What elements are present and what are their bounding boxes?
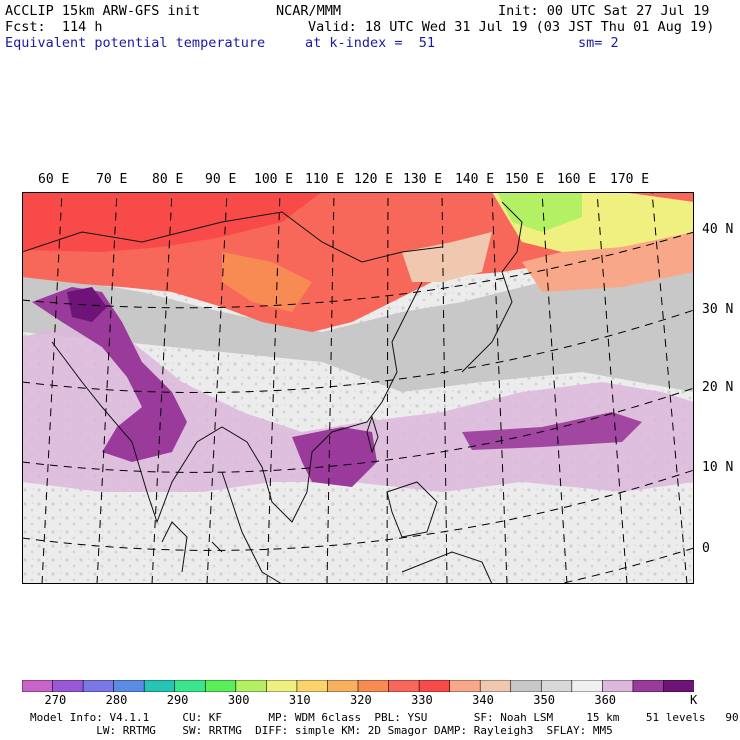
- colorbar-tick-label: 320: [350, 693, 372, 707]
- orange-patch: [222, 252, 312, 312]
- colorbar-unit: K: [690, 693, 698, 707]
- model-title: ACCLIP 15km ARW-GFS init: [5, 3, 201, 19]
- colorbar-swatch: [663, 680, 694, 692]
- level-index: at k-index = 51: [305, 35, 436, 51]
- colorbar: [22, 680, 694, 692]
- theta-e-map: [22, 192, 694, 584]
- high-theta-e-core: [22, 192, 322, 252]
- colorbar-swatch: [449, 680, 481, 692]
- colorbar-tick-label: 290: [166, 693, 189, 707]
- valid-time: Valid: 18 UTC Wed 31 Jul 19 (03 JST Thu …: [308, 19, 715, 35]
- lon-label: 160 E: [557, 172, 597, 187]
- lon-label: 110 E: [305, 172, 345, 187]
- lat-label: 0: [702, 541, 710, 556]
- lat-label: 20 N: [702, 380, 734, 395]
- dark-purple-tibet: [67, 287, 107, 322]
- init-time: Init: 00 UTC Sat 27 Jul 19: [498, 3, 710, 19]
- colorbar-swatch: [479, 680, 512, 692]
- lat-label: 30 N: [702, 302, 734, 317]
- colorbar-swatch: [510, 680, 543, 692]
- colorbar-swatch: [602, 680, 634, 692]
- east-asia-salmon-patch: [402, 232, 492, 282]
- colorbar-swatch: [143, 680, 176, 692]
- colorbar-tick-label: 300: [227, 693, 250, 707]
- lat-label: 10 N: [702, 460, 734, 475]
- colorbar-tick-label: 330: [411, 693, 433, 707]
- purple-western-pacific: [462, 412, 642, 450]
- pacific-salmon-band: [522, 227, 694, 292]
- purple-south-china-sea: [292, 427, 377, 487]
- lon-label: 170 E: [610, 172, 650, 187]
- lon-label: 60 E: [38, 172, 70, 187]
- colorbar-swatch: [632, 680, 665, 692]
- colorbar-swatch: [388, 680, 420, 692]
- colorbar-tick-label: 360: [594, 693, 617, 707]
- colorbar-tick-label: 350: [533, 693, 555, 707]
- colorbar-swatch: [327, 680, 359, 692]
- colorbar-tick-label: 340: [472, 693, 494, 707]
- lon-label: 140 E: [455, 172, 495, 187]
- colorbar-tick-label: 310: [288, 693, 311, 707]
- organization: NCAR/MMM: [276, 3, 342, 19]
- colorbar-swatch: [22, 680, 54, 692]
- forecast-hour: Fcst: 114 h: [5, 19, 103, 35]
- field-name: Equivalent potential temperature: [5, 35, 266, 51]
- purple-south-asia: [32, 287, 187, 462]
- coastlines: [22, 201, 523, 584]
- lon-label: 120 E: [354, 172, 394, 187]
- model-info-line2: LW: RRTMG SW: RRTMG DIFF: simple KM: 2D …: [30, 724, 613, 737]
- lavender-region: [22, 322, 694, 492]
- colorbar-swatch: [357, 680, 390, 692]
- map-frame: [22, 192, 694, 584]
- colorbar-swatch: [113, 680, 145, 692]
- colorbar-swatch: [174, 680, 207, 692]
- lon-label: 130 E: [403, 172, 443, 187]
- colorbar-tick-label: 270: [44, 693, 67, 707]
- colorbar-swatch: [82, 680, 115, 692]
- colorbar-swatch: [204, 680, 237, 692]
- colorbar-swatch: [418, 680, 451, 692]
- colorbar-swatch: [296, 680, 329, 692]
- model-info-line1: Model Info: V4.1.1 CU: KF MP: WDM 6class…: [30, 711, 740, 724]
- lon-label: 150 E: [505, 172, 545, 187]
- lon-label: 70 E: [96, 172, 128, 187]
- lon-label: 90 E: [205, 172, 237, 187]
- lon-label: 100 E: [254, 172, 294, 187]
- green-region: [497, 192, 582, 232]
- colorbar-swatch: [235, 680, 268, 692]
- smoothing: sm= 2: [578, 35, 619, 51]
- lon-label: 80 E: [152, 172, 184, 187]
- colorbar-tick-label: 280: [105, 693, 128, 707]
- lat-label: 40 N: [702, 222, 734, 237]
- graticule: [22, 192, 694, 584]
- colorbar-swatch: [52, 680, 84, 692]
- colorbar-swatch: [540, 680, 573, 692]
- colorbar-swatch: [266, 680, 298, 692]
- colorbar-swatch: [571, 680, 604, 692]
